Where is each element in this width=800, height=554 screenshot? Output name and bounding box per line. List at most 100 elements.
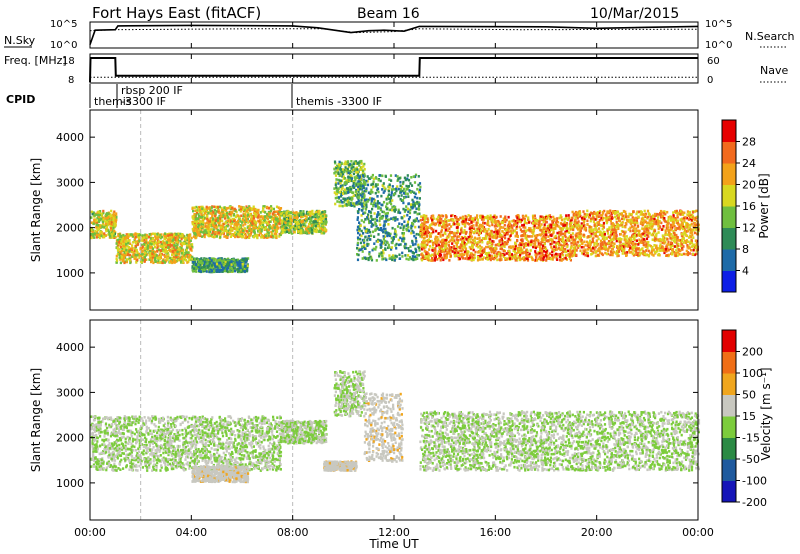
scatter-cell [266,222,269,225]
scatter-cell [286,228,289,232]
scatter-cell [104,234,107,237]
scatter-cell [352,162,355,165]
scatter-cell [254,207,257,211]
scatter-cell [287,228,290,232]
scatter-cell [365,203,368,207]
scatter-cell [301,229,305,232]
scatter-cell [341,173,344,177]
nave-tick-top: 60 [707,56,720,67]
scatter-cell [396,175,399,178]
scatter-cell [125,250,128,254]
scatter-cell [263,227,266,231]
scatter-cell [122,240,125,243]
scatter-cell [179,240,182,243]
scatter-cell [277,206,280,209]
scatter-cell [123,261,126,265]
scatter-cell [212,230,215,234]
scatter-cell [403,214,406,218]
scatter-cell [537,239,540,242]
scatter-cell [111,236,114,239]
scatter-cell [125,248,128,252]
scatter-cell [337,182,340,185]
scatter-cell [138,239,141,243]
scatter-cell [257,219,260,223]
scatter-cell [97,213,100,217]
scatter-cell [300,231,303,234]
scatter-cell [377,227,380,230]
scatter-cell [146,241,150,244]
scatter-cell [218,205,221,209]
scatter-cell [203,212,207,215]
scatter-cell [201,207,204,210]
scatter-cell [200,210,203,214]
scatter-cell [136,251,139,254]
scatter-cell [209,230,212,234]
scatter-cell [293,211,296,215]
scatter-cell [293,218,296,221]
scatter-cell [208,220,211,223]
scatter-cell [200,215,203,219]
scatter-cell [446,250,449,253]
scatter-cell [212,211,215,214]
scatter-cell [175,238,179,242]
scatter-cell [359,224,362,227]
scatter-cell [336,196,339,199]
scatter-cell [372,197,375,201]
scatter-cell [337,187,340,190]
scatter-cell [278,211,281,214]
scatter-cell [354,168,357,172]
scatter-cell [205,205,208,209]
scatter-cell [391,208,394,212]
scatter-cell [377,233,380,236]
scatter-cell [144,258,147,261]
scatter-cell [144,233,147,237]
scatter-cell [378,201,381,205]
scatter-cell [117,242,120,246]
scatter-cell [501,221,504,224]
scatter-cell [127,241,130,245]
scatter-cell [198,220,201,224]
scatter-cell [406,213,409,217]
scatter-cell [149,252,152,255]
scatter-cell [209,209,212,212]
scatter-cell [220,214,223,218]
scatter-cell [340,170,343,174]
scatter-cell [144,246,147,250]
scatter-cell [388,246,391,249]
scatter-cell [356,176,359,180]
scatter-cell [388,183,391,186]
scatter-cell [237,228,240,231]
scatter-cell [338,204,341,208]
scatter-cell [203,216,206,220]
scatter-cell [162,259,165,263]
scatter-cell [366,242,369,246]
scatter-cell [213,270,216,273]
scatter-cell [275,224,278,228]
scatter-cell [416,187,419,191]
scatter-cell [411,239,414,243]
scatter-cell [363,162,366,166]
scatter-cell [132,253,135,257]
scatter-cell [360,202,363,206]
scatter-cell [305,212,308,216]
scatter-cell [206,217,209,220]
scatter-cell [166,245,169,249]
scatter-cell [223,269,226,273]
scatter-cell [504,229,507,232]
scatter-cell [356,161,359,165]
scatter-cell [334,202,337,206]
scatter-cell [308,222,311,226]
scatter-cell [239,269,242,272]
scatter-cell [264,226,268,230]
scatter-cell [349,172,352,175]
scatter-cell [157,241,160,245]
scatter-cell [91,233,94,236]
scatter-cell [272,223,275,227]
scatter-cell [219,224,222,228]
scatter-cell [258,230,261,233]
scatter-cell [290,232,293,235]
scatter-cell [129,233,132,236]
scatter-cell [111,230,114,234]
scatter-cell [104,220,107,223]
